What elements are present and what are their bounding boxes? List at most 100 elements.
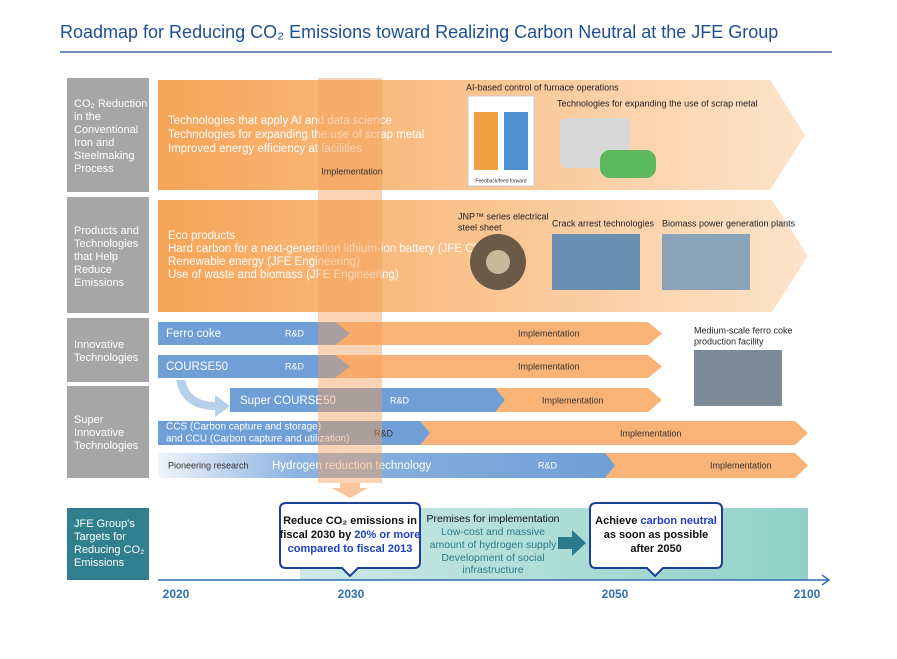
label-box (67, 508, 149, 580)
label: Steelmaking (74, 150, 135, 162)
label-box (67, 197, 149, 313)
label: Technologies (74, 352, 139, 364)
image-caption: Medium-scale ferro coke (694, 325, 793, 335)
rd-label: R&D (538, 460, 558, 470)
bar-name: CCS (Carbon capture and storage) (166, 422, 321, 433)
label: Reduce (74, 264, 112, 276)
label: Process (74, 163, 114, 175)
image-caption: Crack arrest technologies (552, 218, 655, 228)
item: Technologies that apply AI and data scie… (168, 115, 392, 127)
item: Hard carbon for a next-generation lithiu… (168, 243, 517, 255)
phase-label: Implementation (321, 166, 383, 176)
bar-name: and CCU (Carbon capture and utilization) (166, 434, 349, 445)
rd-label: R&D (390, 395, 410, 405)
rd-bar (230, 388, 505, 412)
inset-text: Feedback/feed forward (475, 178, 526, 184)
image-detail (474, 112, 498, 170)
label: Emissions (74, 277, 125, 289)
premises-arrow (558, 530, 586, 556)
label: Technologies (74, 440, 139, 452)
rd-bar (158, 322, 350, 345)
impl-bar (420, 421, 808, 445)
premises-text: infrastructure (462, 564, 523, 576)
flow-arrow (176, 380, 230, 417)
premises-text: Development of social (441, 552, 544, 564)
goal-highlight: 20% or more (354, 529, 420, 541)
label: Iron and (74, 137, 114, 149)
label: Innovative (74, 427, 124, 439)
rd-bar (158, 355, 350, 378)
goal-highlight: carbon neutral (640, 515, 716, 527)
image-detail (486, 250, 510, 274)
year-label: 2050 (602, 587, 629, 601)
premises-text: amount of hydrogen supply (430, 539, 557, 551)
item: Technologies for expanding the use of sc… (168, 129, 424, 141)
goal-text: Reduce CO₂ emissions in (283, 515, 417, 527)
impl-label: Implementation (518, 361, 580, 371)
rd-bar (158, 453, 615, 478)
image-placeholder (552, 234, 640, 290)
timeline-arrowhead (821, 574, 831, 586)
impl-label: Implementation (710, 460, 772, 470)
label: Targets for (74, 531, 126, 543)
label: Reducing CO₂ (74, 544, 144, 556)
impl-bar (335, 355, 662, 378)
rd-label: R&D (285, 328, 305, 338)
premises-title: Premises for implementation (426, 513, 559, 525)
goal-callout (589, 502, 723, 578)
label: Technologies (74, 238, 139, 250)
label: Emissions (74, 557, 125, 569)
label: CO₂ Reduction (74, 98, 147, 110)
label-box (67, 78, 149, 192)
label: Products and (74, 225, 139, 237)
image-caption: Technologies for expanding the use of sc… (557, 98, 758, 108)
rd-label: R&D (374, 428, 394, 438)
goal-highlight: compared to fiscal 2013 (288, 543, 413, 555)
goal-text: after 2050 (630, 543, 681, 555)
label: that Help (74, 251, 118, 263)
item: Renewable energy (JFE Engineering) (168, 256, 360, 268)
label: in the (74, 111, 101, 123)
goal-text: as soon as possible (604, 529, 709, 541)
title: Roadmap for Reducing CO₂ Emissions towar… (60, 22, 778, 42)
goal-callout (279, 502, 421, 578)
pre-label: Pioneering research (168, 460, 249, 470)
category-labels: CO₂ Reduction in the Conventional Iron a… (67, 78, 149, 580)
item: Eco products (168, 230, 235, 242)
image-caption: AI-based control of furnace operations (466, 82, 619, 92)
image-caption: steel sheet (458, 222, 502, 232)
image-caption: Biomass power generation plants (662, 218, 796, 228)
rd-bar (158, 421, 430, 445)
goal-text: Achieve carbon neutral (595, 515, 717, 527)
image-placeholder (662, 234, 750, 290)
label-box (67, 386, 149, 478)
bar-name: Super COURSE50 (240, 395, 336, 407)
item: Use of waste and biomass (JFE Engineerin… (168, 269, 399, 281)
bar-name: COURSE50 (166, 361, 228, 373)
image-placeholder (694, 350, 782, 406)
bar-name: Ferro coke (166, 328, 221, 340)
label: Innovative (74, 339, 124, 351)
label: Super (74, 414, 104, 426)
impl-bar (335, 322, 662, 345)
bar-name: Hydrogen reduction technology (272, 460, 431, 472)
label: JFE Group's (74, 518, 135, 530)
goal-text: fiscal 2030 by (280, 529, 352, 541)
goal-text: fiscal 2030 by 20% or more (280, 529, 421, 541)
band-arrow (332, 483, 368, 498)
impl-label: Implementation (542, 395, 604, 405)
rd-label: R&D (285, 361, 305, 371)
impl-bar (495, 388, 662, 412)
image-detail (504, 112, 528, 170)
goal-text: Achieve (595, 515, 637, 527)
year-label: 2020 (163, 587, 190, 601)
year-label: 2100 (794, 587, 821, 601)
label: Conventional (74, 124, 138, 136)
impl-bar (605, 453, 808, 478)
implementation-band (318, 78, 382, 483)
year-label: 2030 (338, 587, 365, 601)
impl-label: Implementation (620, 428, 682, 438)
impl-label: Implementation (518, 328, 580, 338)
image-caption: JNP™ series electrical (458, 211, 549, 221)
